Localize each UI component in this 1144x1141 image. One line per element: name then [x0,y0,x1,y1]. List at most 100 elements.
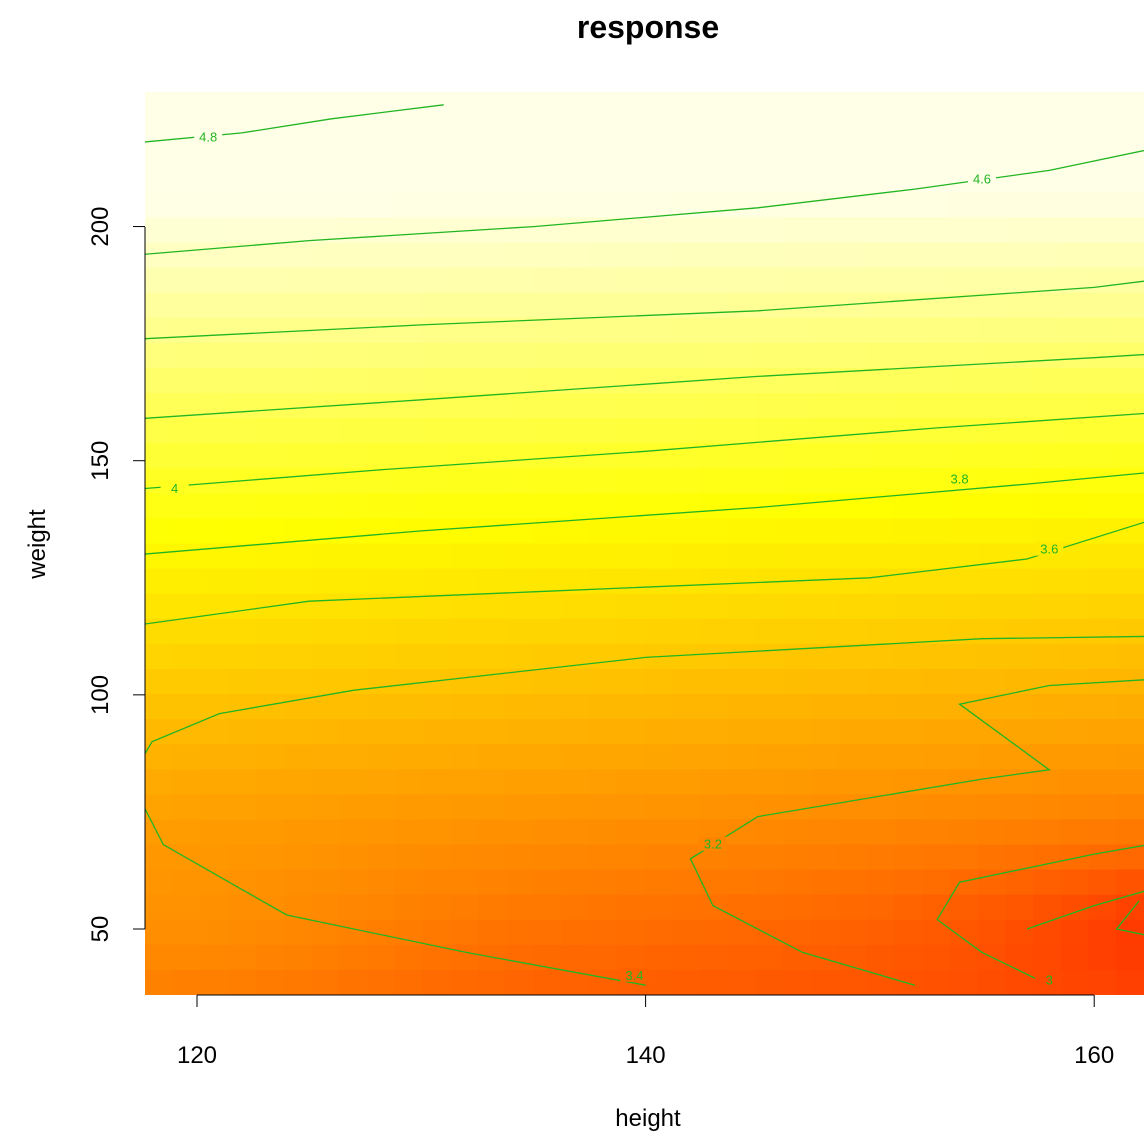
heatmap-cell [228,769,257,795]
heatmap-cell [172,518,202,545]
heatmap-cell [644,744,673,770]
heatmap-cell [755,393,784,419]
heatmap-cell [949,267,979,294]
heatmap-cell [1088,694,1117,720]
heatmap-cell [450,242,479,269]
heatmap-cell [616,694,646,720]
heatmap-cell [700,317,729,344]
heatmap-cell [977,744,1006,770]
heatmap-cell [783,518,812,545]
heatmap-cell [727,142,757,168]
heatmap-cell [561,944,590,971]
heatmap-cell [561,869,590,896]
heatmap-cell [811,242,840,269]
heatmap-cell [783,192,812,219]
heatmap-cell [422,92,451,118]
heatmap-cell [1116,292,1144,319]
heatmap-cell [922,568,951,595]
heatmap-cell [1088,342,1117,369]
heatmap-cell [145,217,174,244]
heatmap-cell [811,869,840,896]
heatmap-cell [422,568,451,595]
heatmap-cell [283,944,313,971]
heatmap-cell [1116,518,1144,545]
heatmap-cell [1005,794,1034,821]
heatmap-cell [1088,167,1117,193]
heatmap-cell [561,518,590,545]
heatmap-cell [1088,618,1117,645]
heatmap-cell [450,543,479,570]
contour-label-bg [160,480,189,495]
heatmap-cell [422,393,451,419]
heatmap-cell [1033,719,1062,745]
heatmap-cell [1116,643,1144,670]
y-tick-label: 50 [87,916,114,943]
heatmap-cell [422,769,451,795]
heatmap-cell [478,443,507,469]
heatmap-cell [866,267,895,294]
heatmap-cell [256,919,285,946]
heatmap-cell [866,568,895,595]
heatmap-cell [450,518,479,545]
heatmap-cell [838,167,868,193]
heatmap-cell [616,142,646,168]
heatmap-cell [755,618,784,645]
heatmap-cell [450,92,479,118]
heatmap-cell [172,819,202,846]
heatmap-cell [589,894,618,921]
heatmap-cell [505,819,535,846]
heatmap-cell [1060,367,1090,394]
heatmap-cell [700,242,729,269]
heatmap-cell [1060,117,1090,143]
heatmap-cell [200,643,229,670]
contour-line [689,679,1144,986]
heatmap-cell [727,844,757,871]
heatmap-cell [811,894,840,921]
heatmap-cell [478,468,507,494]
heatmap-cell [145,367,174,394]
heatmap-cell [589,418,618,444]
heatmap-cell [727,894,757,921]
contour-label-bg [194,129,223,144]
heatmap-cell [894,493,923,520]
heatmap-cell [1060,869,1090,896]
heatmap-cell [505,92,535,118]
heatmap-cell [949,744,979,770]
heatmap-cell [200,192,229,219]
heatmap-cell [367,493,396,520]
heatmap-cell [256,894,285,921]
heatmap-cell [1088,117,1117,143]
heatmap-cell [450,418,479,444]
heatmap-cell [394,844,424,871]
heatmap-cell [1005,292,1034,319]
heatmap-cell [339,292,368,319]
heatmap-cell [367,694,396,720]
heatmap-cell [838,568,868,595]
heatmap-cell [922,242,951,269]
heatmap-cell [838,668,868,695]
heatmap-cell [283,443,313,469]
heatmap-cell [1033,894,1062,921]
heatmap-cell [367,367,396,394]
heatmap-cell [838,342,868,369]
heatmap-cell [339,694,368,720]
heatmap-cell [533,342,562,369]
heatmap-cell [727,292,757,319]
heatmap-cell [505,217,535,244]
heatmap-cell [755,543,784,570]
heatmap-cell [533,443,562,469]
heatmap-cell [228,317,257,344]
heatmap-cell [922,393,951,419]
heatmap-cell [894,844,923,871]
heatmap-cell [1005,819,1034,846]
heatmap-cell [755,317,784,344]
contour-line [145,635,1144,986]
heatmap-cell [589,919,618,946]
heatmap-cell [1033,292,1062,319]
heatmap-cell [589,342,618,369]
heatmap-cell [367,794,396,821]
heatmap-cell [145,744,174,770]
heatmap-cell [450,668,479,695]
heatmap-cell [145,694,174,720]
heatmap-cell [256,242,285,269]
